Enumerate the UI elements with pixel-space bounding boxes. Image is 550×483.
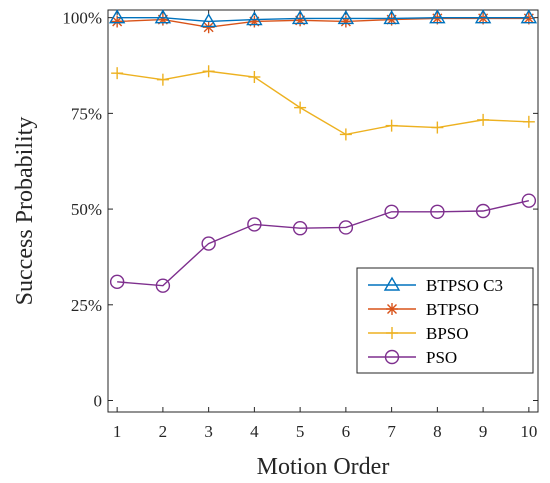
series-0-point-8	[474, 9, 492, 24]
series-0	[108, 9, 538, 28]
legend-marker-1	[386, 303, 398, 315]
series-3-point-6	[384, 204, 399, 219]
legend: BTPSO C3 BTPSO BPSO PSO	[356, 267, 534, 374]
x-tick-label-6: 7	[387, 422, 396, 441]
series-layer	[108, 9, 538, 293]
y-axis-label: Success Probability	[12, 117, 38, 306]
series-0-point-9	[520, 9, 538, 24]
legend-marker-0	[383, 276, 401, 291]
series-3-point-2	[201, 236, 216, 251]
x-tick-label-5: 6	[342, 422, 351, 441]
series-2-point-9	[522, 115, 535, 128]
series-2-point-6	[385, 119, 398, 132]
series-line-3	[117, 199, 530, 287]
x-tick-label-1: 2	[159, 422, 168, 441]
x-tick-label-8: 9	[479, 422, 488, 441]
series-3-point-1	[155, 278, 171, 293]
series-2-point-5	[339, 128, 352, 141]
series-1-point-4	[294, 14, 307, 27]
series-2-point-2	[202, 65, 215, 78]
x-tick-label-7: 8	[433, 422, 442, 441]
series-3-point-9	[521, 193, 537, 208]
series-1-point-3	[248, 15, 261, 28]
series-2-point-3	[248, 71, 261, 83]
series-0-point-1	[154, 9, 172, 24]
series-0-point-6	[383, 10, 400, 25]
series-line-0	[117, 16, 529, 23]
series-2-point-8	[477, 113, 490, 126]
series-0-point-3	[246, 11, 263, 26]
y-axis: 0 25% 50% 75% 100%	[62, 9, 538, 411]
legend-marker-3	[384, 349, 400, 365]
series-1-point-1	[156, 13, 169, 26]
series-3-point-8	[475, 203, 491, 219]
legend-label-0: BTPSO C3	[426, 276, 503, 295]
series-2-point-0	[111, 67, 124, 80]
x-axis-label: Motion Order	[257, 454, 390, 480]
legend-label-2: BPSO	[426, 324, 469, 343]
y-tick-label-4: 100%	[62, 9, 102, 28]
series-0-point-4	[291, 10, 309, 25]
x-tick-label-9: 10	[520, 422, 537, 441]
series-2-point-4	[294, 101, 307, 114]
y-tick-label-3: 75%	[71, 104, 102, 123]
x-axis: 1 2 3 4 5 6 7 8 9 10	[113, 10, 537, 441]
series-0-point-2	[200, 13, 217, 28]
series-3-point-4	[292, 221, 308, 236]
series-0-point-0	[108, 9, 126, 24]
y-tick-label-0: 0	[94, 392, 103, 411]
series-3-point-0	[109, 274, 125, 290]
series-1-point-2	[202, 21, 215, 34]
series-2	[111, 65, 535, 141]
series-3-point-5	[338, 220, 354, 235]
series-2-point-7	[431, 121, 444, 134]
legend-marker-2	[386, 327, 398, 339]
x-tick-label-0: 1	[113, 422, 122, 441]
x-tick-label-2: 3	[204, 422, 213, 441]
y-tick-label-1: 25%	[71, 296, 102, 315]
x-tick-label-3: 4	[250, 422, 259, 441]
series-line-1	[117, 17, 529, 28]
series-0-point-5	[337, 10, 355, 25]
legend-label-1: BTPSO	[426, 300, 479, 319]
series-2-point-1	[156, 73, 169, 86]
series-3-point-7	[430, 204, 445, 219]
y-tick-label-2: 50%	[71, 200, 102, 219]
series-3	[109, 193, 537, 293]
series-line-2	[117, 70, 529, 136]
series-0-point-7	[429, 9, 446, 24]
legend-label-3: PSO	[426, 348, 457, 367]
x-tick-label-4: 5	[296, 422, 305, 441]
series-3-point-3	[247, 217, 262, 232]
